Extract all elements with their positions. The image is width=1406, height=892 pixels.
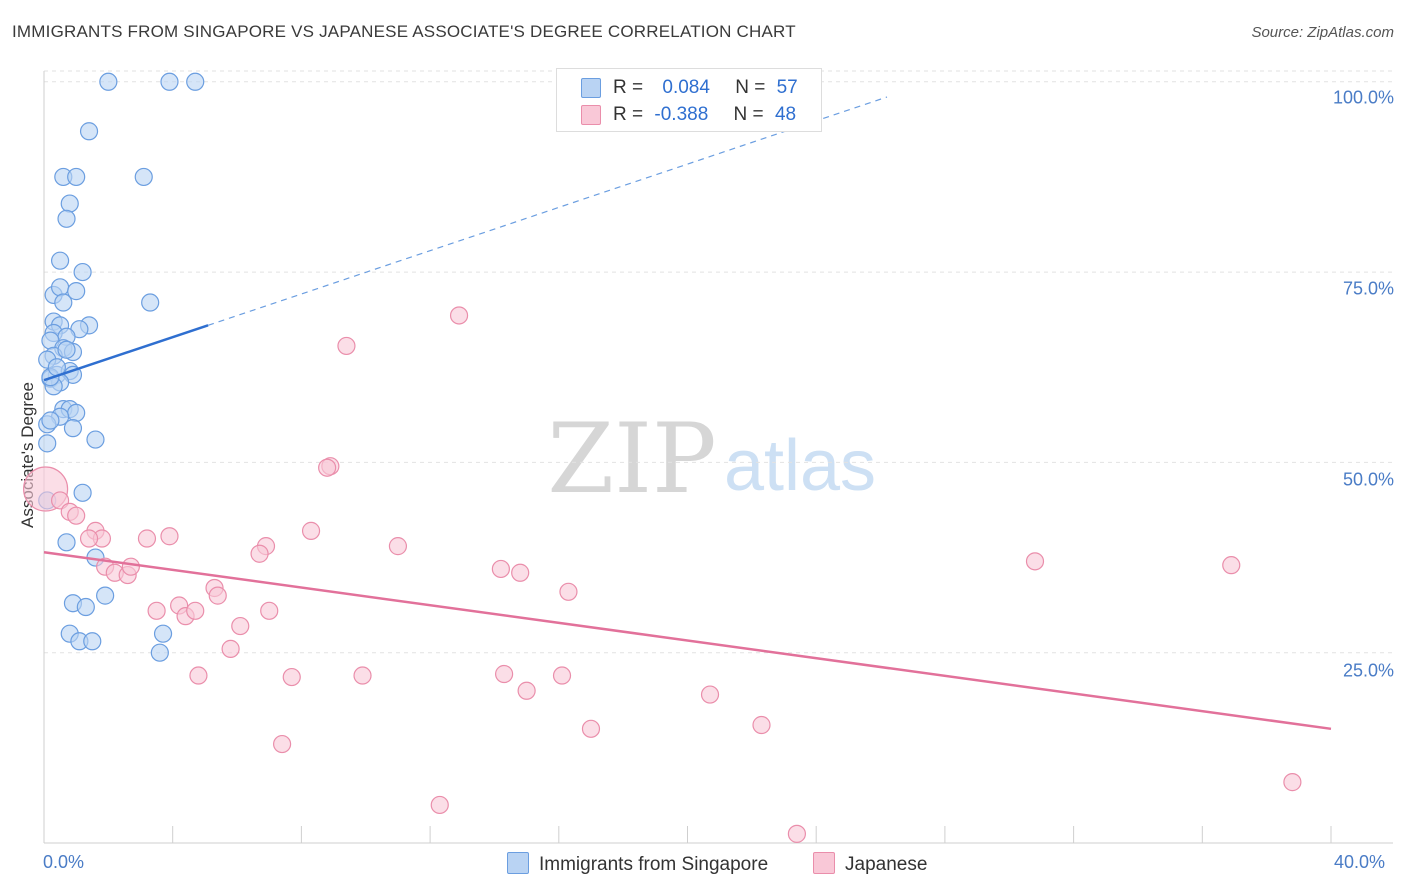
y-tick-label-100: 100.0% [1332, 87, 1394, 108]
singapore-point [57, 533, 76, 552]
japanese-point [272, 734, 292, 754]
singapore-point [160, 72, 179, 91]
japanese-point [430, 795, 449, 815]
legend-n-value-singapore: 57 [776, 77, 798, 98]
bottom-legend-swatch-japanese [813, 852, 835, 874]
japanese-point [318, 458, 337, 477]
singapore-point [38, 434, 57, 453]
singapore-point [50, 251, 70, 270]
legend-swatch-japanese [581, 105, 601, 125]
japanese-point [511, 563, 530, 582]
bottom-legend-label-singapore: Immigrants from Singapore [539, 854, 769, 875]
singapore-point [96, 586, 115, 605]
y-tick-label-50: 50.0% [1342, 469, 1394, 490]
watermark-atlas: atlas [724, 426, 876, 506]
singapore-point [76, 597, 95, 617]
singapore-point [63, 419, 83, 438]
legend-r-label: R = [613, 77, 644, 98]
legend-r-value-singapore: 0.084 [662, 77, 710, 98]
japanese-point [186, 601, 205, 620]
x-tick-label-max: 40.0% [1334, 852, 1386, 872]
japanese-point [1025, 552, 1045, 571]
singapore-point [150, 643, 169, 662]
singapore-point [141, 293, 160, 312]
bottom-legend-label-japanese: Japanese [845, 854, 928, 875]
legend-n-value-japanese: 48 [774, 104, 797, 125]
legend-r-value-japanese: -0.388 [654, 104, 709, 125]
japanese-point [337, 336, 356, 356]
chart-title: IMMIGRANTS FROM SINGAPORE VS JAPANESE AS… [12, 22, 796, 41]
japanese-point [517, 681, 536, 700]
japanese-point [79, 529, 99, 548]
singapore-point [186, 72, 205, 91]
singapore-point [86, 430, 105, 449]
japanese-point [581, 719, 601, 738]
singapore-point [134, 167, 153, 187]
japanese-point [189, 666, 208, 685]
japanese-point [221, 639, 240, 658]
y-tick-label-75: 75.0% [1342, 278, 1394, 299]
singapore-point [50, 278, 70, 297]
legend-swatch-singapore [581, 78, 601, 98]
japanese-point [1283, 773, 1302, 792]
japanese-point [1222, 556, 1241, 575]
singapore-trend-extension [207, 96, 888, 326]
japanese-point [147, 601, 166, 620]
japanese-point [260, 601, 279, 620]
bottom-legend-swatch-singapore [507, 852, 529, 874]
bottom-legend-japanese: Japanese [813, 852, 927, 876]
legend-r-label: R = [613, 104, 644, 125]
singapore-point [99, 72, 118, 91]
japanese-point [160, 527, 179, 546]
singapore-point [67, 167, 86, 187]
japanese-point [67, 506, 86, 525]
singapore-point [67, 403, 86, 423]
singapore-point [57, 340, 76, 359]
japanese-trend-line [43, 550, 1332, 731]
japanese-point [491, 559, 510, 579]
y-tick-label-25: 25.0% [1342, 660, 1394, 681]
singapore-point [57, 209, 76, 228]
singapore-point [67, 282, 86, 301]
legend-n-label: N = [735, 77, 766, 98]
japanese-point [700, 685, 720, 704]
source-credit: Source: ZipAtlas.com [1251, 24, 1394, 41]
japanese-point [208, 586, 227, 605]
singapore-point [60, 194, 79, 213]
japanese-point [231, 616, 250, 636]
bottom-legend-singapore: Immigrants from Singapore [507, 852, 768, 876]
japanese-point [752, 715, 771, 735]
japanese-point [559, 582, 578, 601]
japanese-point [301, 521, 321, 540]
japanese-point [282, 667, 301, 687]
japanese-point [250, 544, 269, 563]
japanese-point [353, 666, 372, 685]
watermark-zip: ZIP [547, 403, 716, 515]
correlation-legend: R = 0.084 N = 57 R = -0.388 N = 48 [556, 68, 822, 132]
japanese-point [137, 529, 157, 548]
legend-n-label: N = [733, 104, 764, 125]
japanese-point [388, 537, 408, 556]
singapore-point [73, 483, 92, 502]
singapore-trend-line [43, 324, 209, 382]
singapore-point [83, 632, 102, 651]
japanese-point [449, 306, 469, 325]
japanese-point [495, 664, 514, 684]
x-tick-label-min: 0.0% [43, 852, 85, 872]
japanese-point [787, 824, 806, 843]
singapore-point [54, 293, 73, 312]
singapore-point [79, 122, 99, 141]
japanese-point [121, 557, 140, 576]
singapore-point [41, 411, 60, 430]
singapore-point [73, 262, 92, 282]
japanese-point [552, 666, 572, 685]
singapore-point [153, 624, 173, 643]
